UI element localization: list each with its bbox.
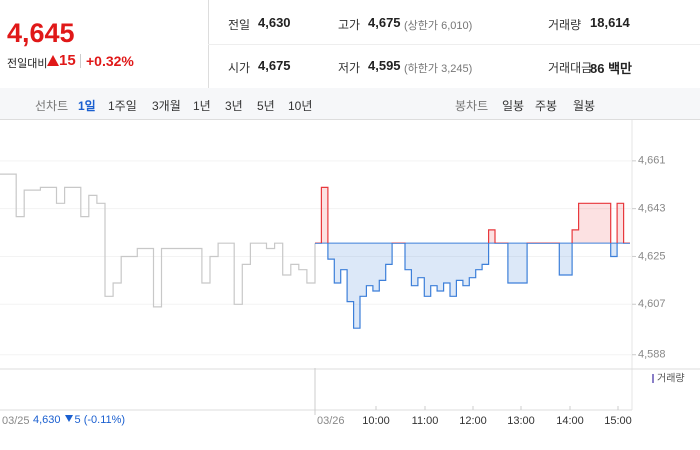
candle-tab[interactable]: 일봉 [502,99,525,113]
chart: 4,661 4,643 4,625 4,607 4,588 거래량 03/25 03/26 10… [0,120,700,427]
x-tick-label: 03/25 [2,415,30,427]
field-value: 4,630 [258,15,291,30]
period-tab[interactable]: 3개월 [152,99,181,113]
candle-tab[interactable]: 월봉 [573,99,596,113]
prev-close: 4,630 [33,414,61,426]
period-tab[interactable]: 1년 [193,99,211,113]
field-value: 4,595 [368,58,401,73]
separator [80,54,81,68]
field-value: 4,675 [258,58,291,73]
field-value: 18,614 [590,15,630,30]
rate: +0.32% [86,53,134,69]
candle-tab[interactable]: 주봉 [535,99,558,113]
period-tab[interactable]: 1일 [78,99,96,113]
field-label: 거래량 [548,18,582,32]
down-arrow [64,415,73,422]
field-label: 거래대금 [548,61,593,75]
period-tab[interactable]: 3년 [225,99,243,113]
period-tab[interactable]: 1주일 [108,99,137,113]
field-label: 전일 [228,18,251,32]
quote-panel: 4,645 전일대비 15 +0.32% 전일 4,630 고가 4,675 (상한가 … [0,0,700,89]
area-down [315,243,630,329]
y-tick-label: 4,625 [638,250,666,262]
tab-bar: 선차트 1일 1주일 3개월 1년 3년 5년 10년 봉차트 일봉 주봉 월봉 [0,88,700,120]
x-tick-label: 03/26 [317,415,345,427]
change-label: 전일대비 [7,58,48,70]
line [0,173,316,308]
field-label: 고가 [338,18,361,32]
x-tick-label: 12:00 [459,415,487,427]
field-note: (상한가 6,010) [404,20,473,32]
field-label: 시가 [228,61,251,75]
prev-rate: (-0.11%) [83,414,126,426]
field-value: 4,675 [368,15,401,30]
x-tick-label: 11:00 [412,415,439,427]
up-arrow [47,55,59,66]
prev-change: 5 [74,414,81,426]
tab-group-label: 선차트 [35,99,69,113]
field-note: (하한가 3,245) [404,63,473,75]
x-tick-label: 13:00 [507,415,535,427]
period-tab[interactable]: 10년 [288,99,313,113]
prev-summary: 4,630 5 (-0.11%) [33,414,125,426]
volume-legend-key [652,374,654,383]
area-up [315,187,630,244]
y-tick-label: 4,607 [638,298,666,310]
x-tick-label: 10:00 [362,415,390,427]
divider [208,44,700,45]
y-tick-label: 4,661 [638,155,666,167]
y-tick-label: 4,643 [638,203,666,215]
volume-legend: 거래량 [657,373,685,385]
x-tick-label: 15:00 [604,415,632,427]
period-tab[interactable]: 5년 [257,99,275,113]
x-tick-label: 14:00 [556,415,584,427]
y-tick-label: 4,588 [638,349,666,361]
tab-group-label: 봉차트 [455,99,489,113]
change: 15 [47,52,76,69]
change-value: 15 [59,52,76,69]
field-value: 86 백만 [590,61,632,76]
line [315,243,630,329]
price: 4,645 [7,18,75,48]
field-label: 저가 [338,61,361,75]
